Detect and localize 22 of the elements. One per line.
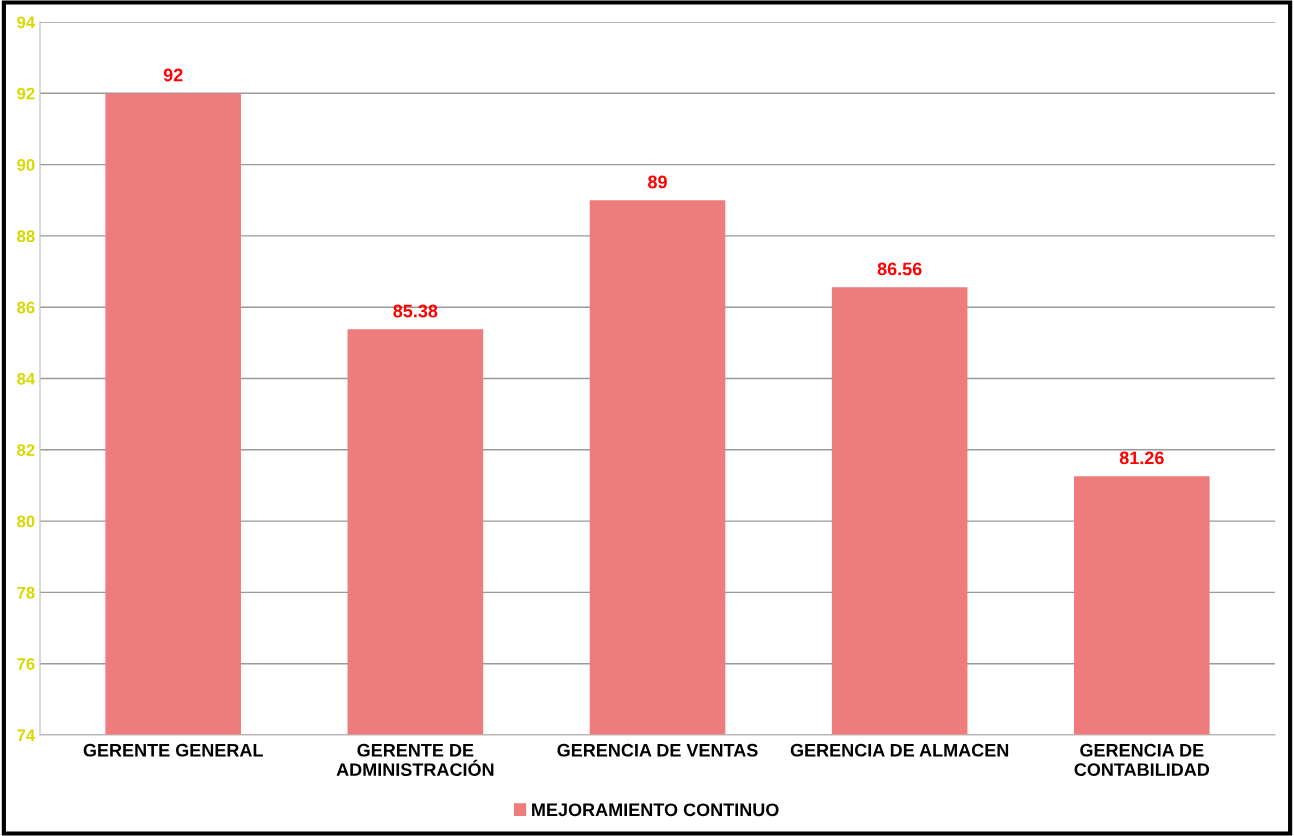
data-label: 81.26 <box>1119 451 1164 465</box>
x-tick-label: GERENCIA DE ALMACEN <box>790 743 1009 757</box>
data-label: 92 <box>163 68 183 82</box>
y-tick-label: 74 <box>17 729 36 742</box>
x-tick-label: GERENTE DE ADMINISTRACIÓN <box>336 743 494 777</box>
y-tick-label: 86 <box>17 301 35 314</box>
y-tick-label: 82 <box>17 444 35 456</box>
data-label: 85.38 <box>393 304 438 318</box>
legend-label: MEJORAMIENTO CONTINUO <box>532 803 779 817</box>
y-tick-label: 78 <box>17 586 35 599</box>
y-tick-label: 76 <box>17 658 35 670</box>
y-tick-label: 94 <box>17 16 36 29</box>
y-tick-label: 80 <box>17 515 35 528</box>
y-tick-label: 88 <box>17 230 35 243</box>
x-tick-label: GERENCIA DE CONTABILIDAD <box>1074 743 1210 777</box>
y-tick-label: 92 <box>17 87 35 100</box>
data-label: 86.56 <box>877 262 922 276</box>
x-tick-label: GERENTE GENERAL <box>83 743 263 757</box>
y-tick-label: 90 <box>17 159 35 171</box>
x-tick-label: GERENCIA DE VENTAS <box>557 743 758 757</box>
y-tick-label: 84 <box>17 372 36 385</box>
data-label: 89 <box>648 175 667 189</box>
